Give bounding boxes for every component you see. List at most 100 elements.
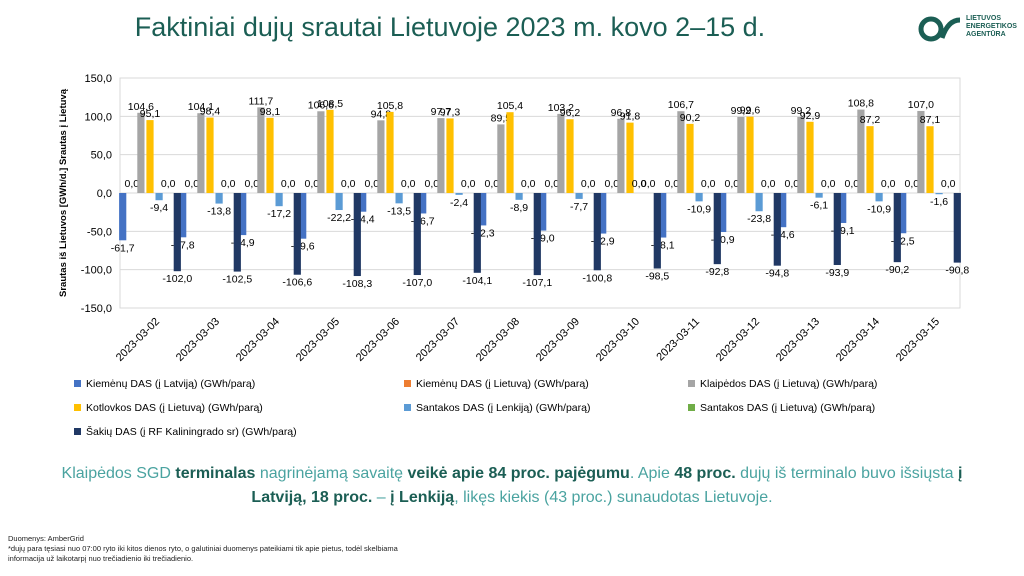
data-label: 0,0 xyxy=(581,178,596,190)
data-label: 0,0 xyxy=(632,178,647,190)
data-label: 98,4 xyxy=(200,106,221,118)
data-label: 87,2 xyxy=(860,114,881,126)
x-tick-label: 2023-03-09 xyxy=(534,316,582,364)
data-label: 92,9 xyxy=(800,110,821,122)
legend-swatch xyxy=(74,404,81,411)
bar xyxy=(515,193,523,200)
data-label: 0,0 xyxy=(844,178,859,190)
bar xyxy=(626,122,634,193)
data-label: 0,0 xyxy=(941,178,956,190)
y-axis-title: Srautas iš Lietuvos [GWh/d.] Srautas į L… xyxy=(58,88,69,297)
bar xyxy=(746,116,754,193)
data-label: -90,8 xyxy=(945,265,969,277)
legend-swatch xyxy=(74,428,81,435)
bar xyxy=(455,193,463,195)
legend-swatch xyxy=(688,404,695,411)
bar xyxy=(473,193,481,273)
x-tick-label: 2023-03-10 xyxy=(594,316,642,364)
bar xyxy=(659,193,667,238)
y-tick-label: 0,0 xyxy=(97,188,112,200)
data-label: 0,0 xyxy=(761,178,776,190)
y-tick-label: 150,0 xyxy=(84,73,112,85)
legend-swatch xyxy=(404,404,411,411)
data-label: 0,0 xyxy=(244,178,259,190)
data-label: -61,7 xyxy=(111,242,135,254)
y-tick-label: -100,0 xyxy=(81,265,112,277)
summary-emphasis: veikė apie 84 proc. pajėgumu xyxy=(407,465,630,482)
bar xyxy=(575,193,583,199)
x-tick-label: 2023-03-07 xyxy=(414,316,462,364)
data-label: 107,0 xyxy=(908,99,934,111)
bar xyxy=(755,193,763,212)
x-tick-label: 2023-03-03 xyxy=(174,316,222,364)
y-tick-label: 100,0 xyxy=(84,111,112,123)
bar xyxy=(506,112,514,193)
bar xyxy=(917,110,925,193)
data-label: -9,4 xyxy=(150,202,168,214)
data-label: 105,4 xyxy=(497,100,523,112)
data-label: -7,7 xyxy=(570,201,588,213)
footnote: *dujų para tęsiasi nuo 07:00 ryto iki ki… xyxy=(8,544,398,553)
bar xyxy=(497,124,505,193)
agency-logo-text: LIETUVOS ENERGETIKOS AGENTŪRA xyxy=(966,15,1017,39)
data-label: -13,8 xyxy=(207,206,231,218)
bar xyxy=(317,111,325,193)
bar xyxy=(239,193,247,236)
y-tick-label: -150,0 xyxy=(81,303,112,315)
data-label: 0,0 xyxy=(341,178,356,190)
bar xyxy=(359,193,367,212)
x-tick-label: 2023-03-06 xyxy=(354,316,402,364)
bar xyxy=(926,126,934,193)
x-tick-label: 2023-03-12 xyxy=(714,316,762,364)
data-label: -17,2 xyxy=(267,208,291,220)
legend-label: Santakos DAS (į Lenkiją) (GWh/parą) xyxy=(416,402,590,414)
summary-emphasis: į Lenkiją xyxy=(390,489,455,506)
bar xyxy=(866,126,874,193)
bar xyxy=(935,193,943,195)
bar xyxy=(266,117,274,193)
bar xyxy=(686,123,694,193)
bar xyxy=(215,193,223,204)
data-label: 103,2 xyxy=(548,102,574,114)
bar xyxy=(335,193,343,211)
data-label: 0,0 xyxy=(664,178,679,190)
bar xyxy=(137,112,145,193)
data-label: 99,2 xyxy=(731,105,752,117)
bar xyxy=(146,120,154,193)
data-label: 97,3 xyxy=(440,106,461,118)
data-label: -106,6 xyxy=(282,277,312,289)
data-label: -23,8 xyxy=(747,213,771,225)
data-label: 96,8 xyxy=(611,107,632,119)
bar xyxy=(275,193,283,207)
bar xyxy=(566,119,574,193)
x-tick-label: 2023-03-05 xyxy=(294,316,342,364)
bar xyxy=(533,193,541,276)
bar xyxy=(155,193,163,201)
bar xyxy=(479,193,487,226)
data-label: -94,8 xyxy=(765,268,789,280)
data-label: 94,8 xyxy=(371,108,392,120)
data-label: 0,0 xyxy=(701,178,716,190)
bar xyxy=(206,117,214,193)
bar xyxy=(797,116,805,193)
summary-part: nagrinėjamą savaitę xyxy=(255,465,408,482)
data-label: 99,6 xyxy=(740,105,761,117)
bar xyxy=(395,193,403,204)
data-label: -1,6 xyxy=(930,196,948,208)
bar xyxy=(299,193,307,239)
data-label: 97,7 xyxy=(431,106,452,118)
data-label: 87,1 xyxy=(920,114,941,126)
bar xyxy=(677,111,685,193)
data-label: 104,6 xyxy=(128,101,154,113)
data-label: 89,5 xyxy=(491,112,512,124)
legend-label: Šakių DAS (į RF Kaliningrado sr) (GWh/pa… xyxy=(86,425,297,438)
legend-swatch xyxy=(688,380,695,387)
bar xyxy=(386,111,394,193)
data-label: 95,1 xyxy=(140,108,161,120)
bar xyxy=(773,193,781,266)
footnote: informacija už laikotarpį nuo trečiadien… xyxy=(8,554,194,563)
data-label: 0,0 xyxy=(641,178,656,190)
data-label: 0,0 xyxy=(544,178,559,190)
data-label: -22,2 xyxy=(327,212,351,224)
bar xyxy=(815,193,823,198)
